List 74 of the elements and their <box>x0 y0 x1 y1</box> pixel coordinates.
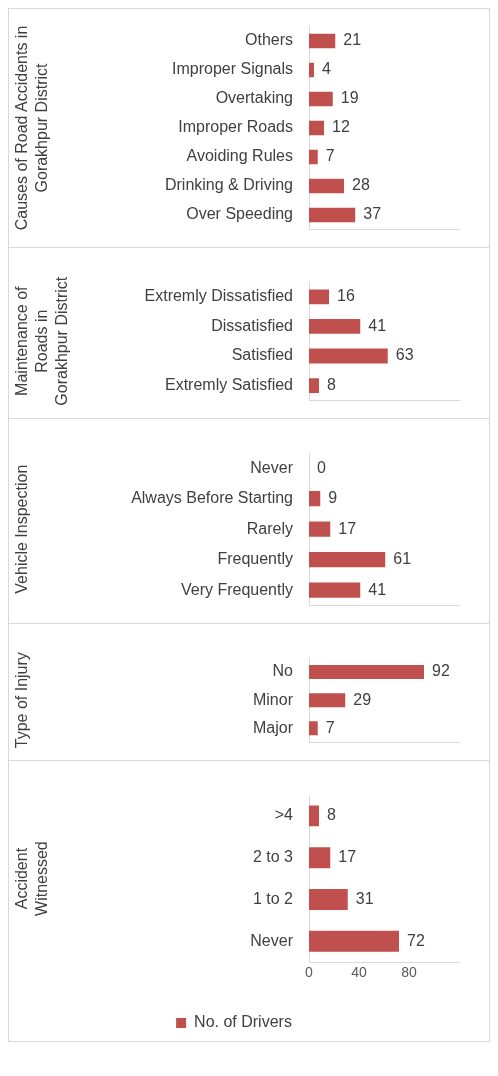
data-label: 28 <box>352 176 370 194</box>
y-tick-label: 1 to 2 <box>252 889 294 907</box>
bar <box>309 491 321 507</box>
x-tick-label: 80 <box>401 964 417 981</box>
y-tick-label: No <box>272 662 294 680</box>
bar <box>309 930 399 952</box>
data-label: 29 <box>353 690 372 708</box>
data-label: 0 <box>317 458 326 476</box>
y-tick-label: Minor <box>252 690 294 708</box>
y-tick-label: Satisfied <box>231 346 293 364</box>
y-axis-title: Type of Injury <box>13 652 31 749</box>
data-label: 21 <box>343 31 362 49</box>
data-label: 61 <box>393 550 412 568</box>
data-label: 72 <box>407 931 425 949</box>
data-label: 8 <box>327 806 336 824</box>
data-label: 19 <box>340 89 359 107</box>
y-axis-title: Accident Witnessed <box>13 841 51 916</box>
y-tick-label: Major <box>252 718 294 736</box>
bar <box>309 805 319 827</box>
bar <box>309 378 319 393</box>
data-label: 7 <box>325 147 335 165</box>
data-label: 41 <box>368 316 387 334</box>
y-tick-label: Never <box>250 931 294 949</box>
y-tick-label: Frequently <box>217 550 293 568</box>
bar <box>309 120 324 136</box>
y-tick-label: Over Speeding <box>186 205 293 223</box>
y-axis-title: Vehicle Inspection <box>13 464 31 594</box>
bar <box>309 62 314 78</box>
bar <box>309 91 333 107</box>
y-tick-label: Improper Roads <box>178 118 293 136</box>
y-tick-label: Very Frequently <box>180 580 293 598</box>
x-tick-label: 0 <box>305 964 314 981</box>
data-label: 7 <box>325 718 335 736</box>
data-label: 41 <box>368 580 387 598</box>
x-tick-label: 40 <box>351 964 367 981</box>
y-tick-label: Rarely <box>246 519 293 537</box>
data-label: 12 <box>332 118 350 136</box>
bar <box>309 33 336 49</box>
data-label: 17 <box>338 519 357 537</box>
bar <box>309 289 329 305</box>
data-label: 31 <box>355 889 374 907</box>
y-tick-label: Extremly Dissatisfied <box>144 287 293 305</box>
y-tick-label: Never <box>250 458 294 476</box>
bar <box>309 521 331 537</box>
bar <box>309 847 331 869</box>
legend-label: No. of Drivers <box>194 1013 292 1031</box>
bar <box>309 149 318 165</box>
data-label: 37 <box>363 205 382 223</box>
y-tick-label: Drinking & Driving <box>164 176 293 194</box>
y-tick-label: Overtaking <box>215 89 293 107</box>
data-label: 17 <box>338 848 357 866</box>
bar <box>309 552 386 568</box>
y-axis-title: Maintenance of Roads in Gorakhpur District <box>13 276 71 406</box>
y-tick-label: >4 <box>274 806 294 824</box>
data-label: 92 <box>432 662 450 680</box>
y-tick-label: Dissatisfied <box>211 316 293 334</box>
data-label: 8 <box>327 376 336 394</box>
y-tick-label: Improper Signals <box>172 60 293 78</box>
y-axis-title: Causes of Road Accidents in Gorakhpur District <box>13 25 51 231</box>
bar <box>309 178 344 194</box>
data-label: 16 <box>337 287 355 305</box>
y-tick-label: Always Before Starting <box>131 489 293 507</box>
y-tick-label: 2 to 3 <box>252 848 294 866</box>
y-tick-label: Extremly Satisfied <box>164 376 293 394</box>
bar <box>309 207 356 223</box>
bar <box>309 319 361 334</box>
data-label: 63 <box>395 346 414 364</box>
data-label: 9 <box>328 489 338 507</box>
bar <box>309 889 348 910</box>
bar <box>309 582 361 598</box>
data-label: 4 <box>322 60 331 78</box>
bar <box>309 348 388 364</box>
y-tick-label: Avoiding Rules <box>186 147 293 165</box>
y-tick-label: Others <box>244 31 293 49</box>
